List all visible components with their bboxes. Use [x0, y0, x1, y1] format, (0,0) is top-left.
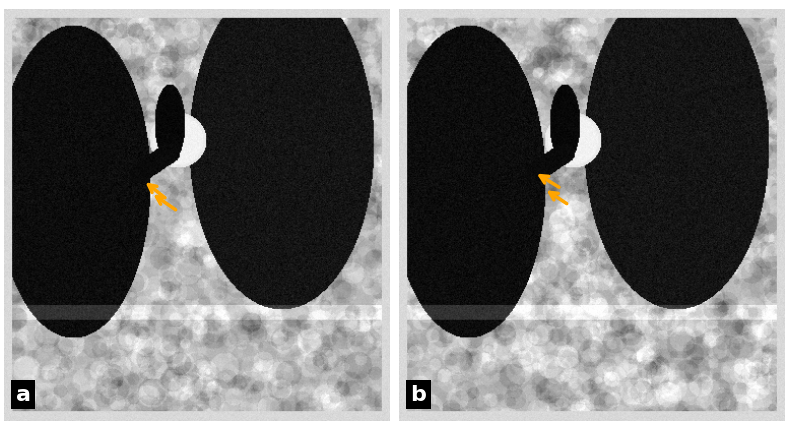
Text: b: b [411, 385, 427, 405]
Text: a: a [16, 385, 31, 405]
